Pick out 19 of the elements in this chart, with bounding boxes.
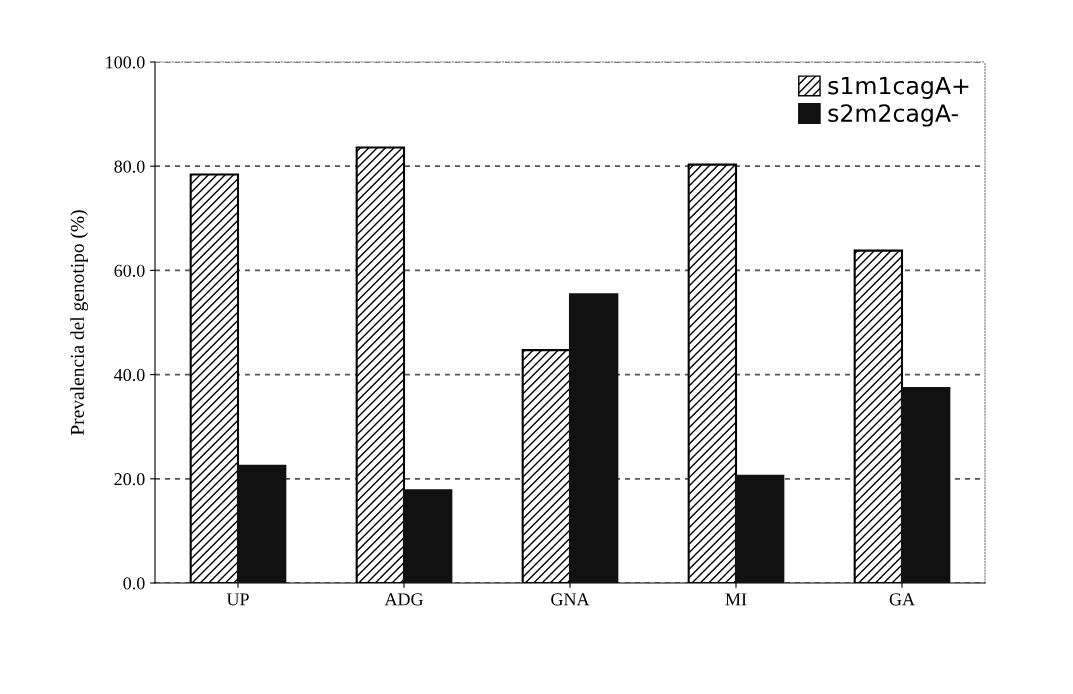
y-tick-label: 100.0 — [106, 56, 145, 69]
bar — [402, 489, 453, 583]
y-tick-label: 40.0 — [114, 368, 145, 382]
x-tick-label: GA — [889, 593, 915, 606]
bar — [900, 387, 951, 583]
y-tick-label: 60.0 — [114, 264, 145, 277]
y-tick-label: 80.0 — [114, 160, 145, 173]
legend-label: s1m1cagA+ — [828, 76, 969, 100]
bar — [236, 464, 287, 583]
x-tick-label: GNA — [551, 593, 590, 606]
y-tick-label: 0.0 — [123, 577, 145, 590]
y-tick-label: 20.0 — [114, 473, 145, 486]
bar — [568, 293, 619, 583]
x-tick-label: ADG — [384, 593, 423, 606]
x-tick-label: MI — [725, 593, 747, 606]
legend-label: s2m2cagA- — [828, 104, 958, 127]
x-tick-label: UP — [226, 593, 249, 606]
y-axis-title: Prevalencia del genotipo (%) — [70, 210, 88, 436]
bar — [734, 474, 785, 583]
